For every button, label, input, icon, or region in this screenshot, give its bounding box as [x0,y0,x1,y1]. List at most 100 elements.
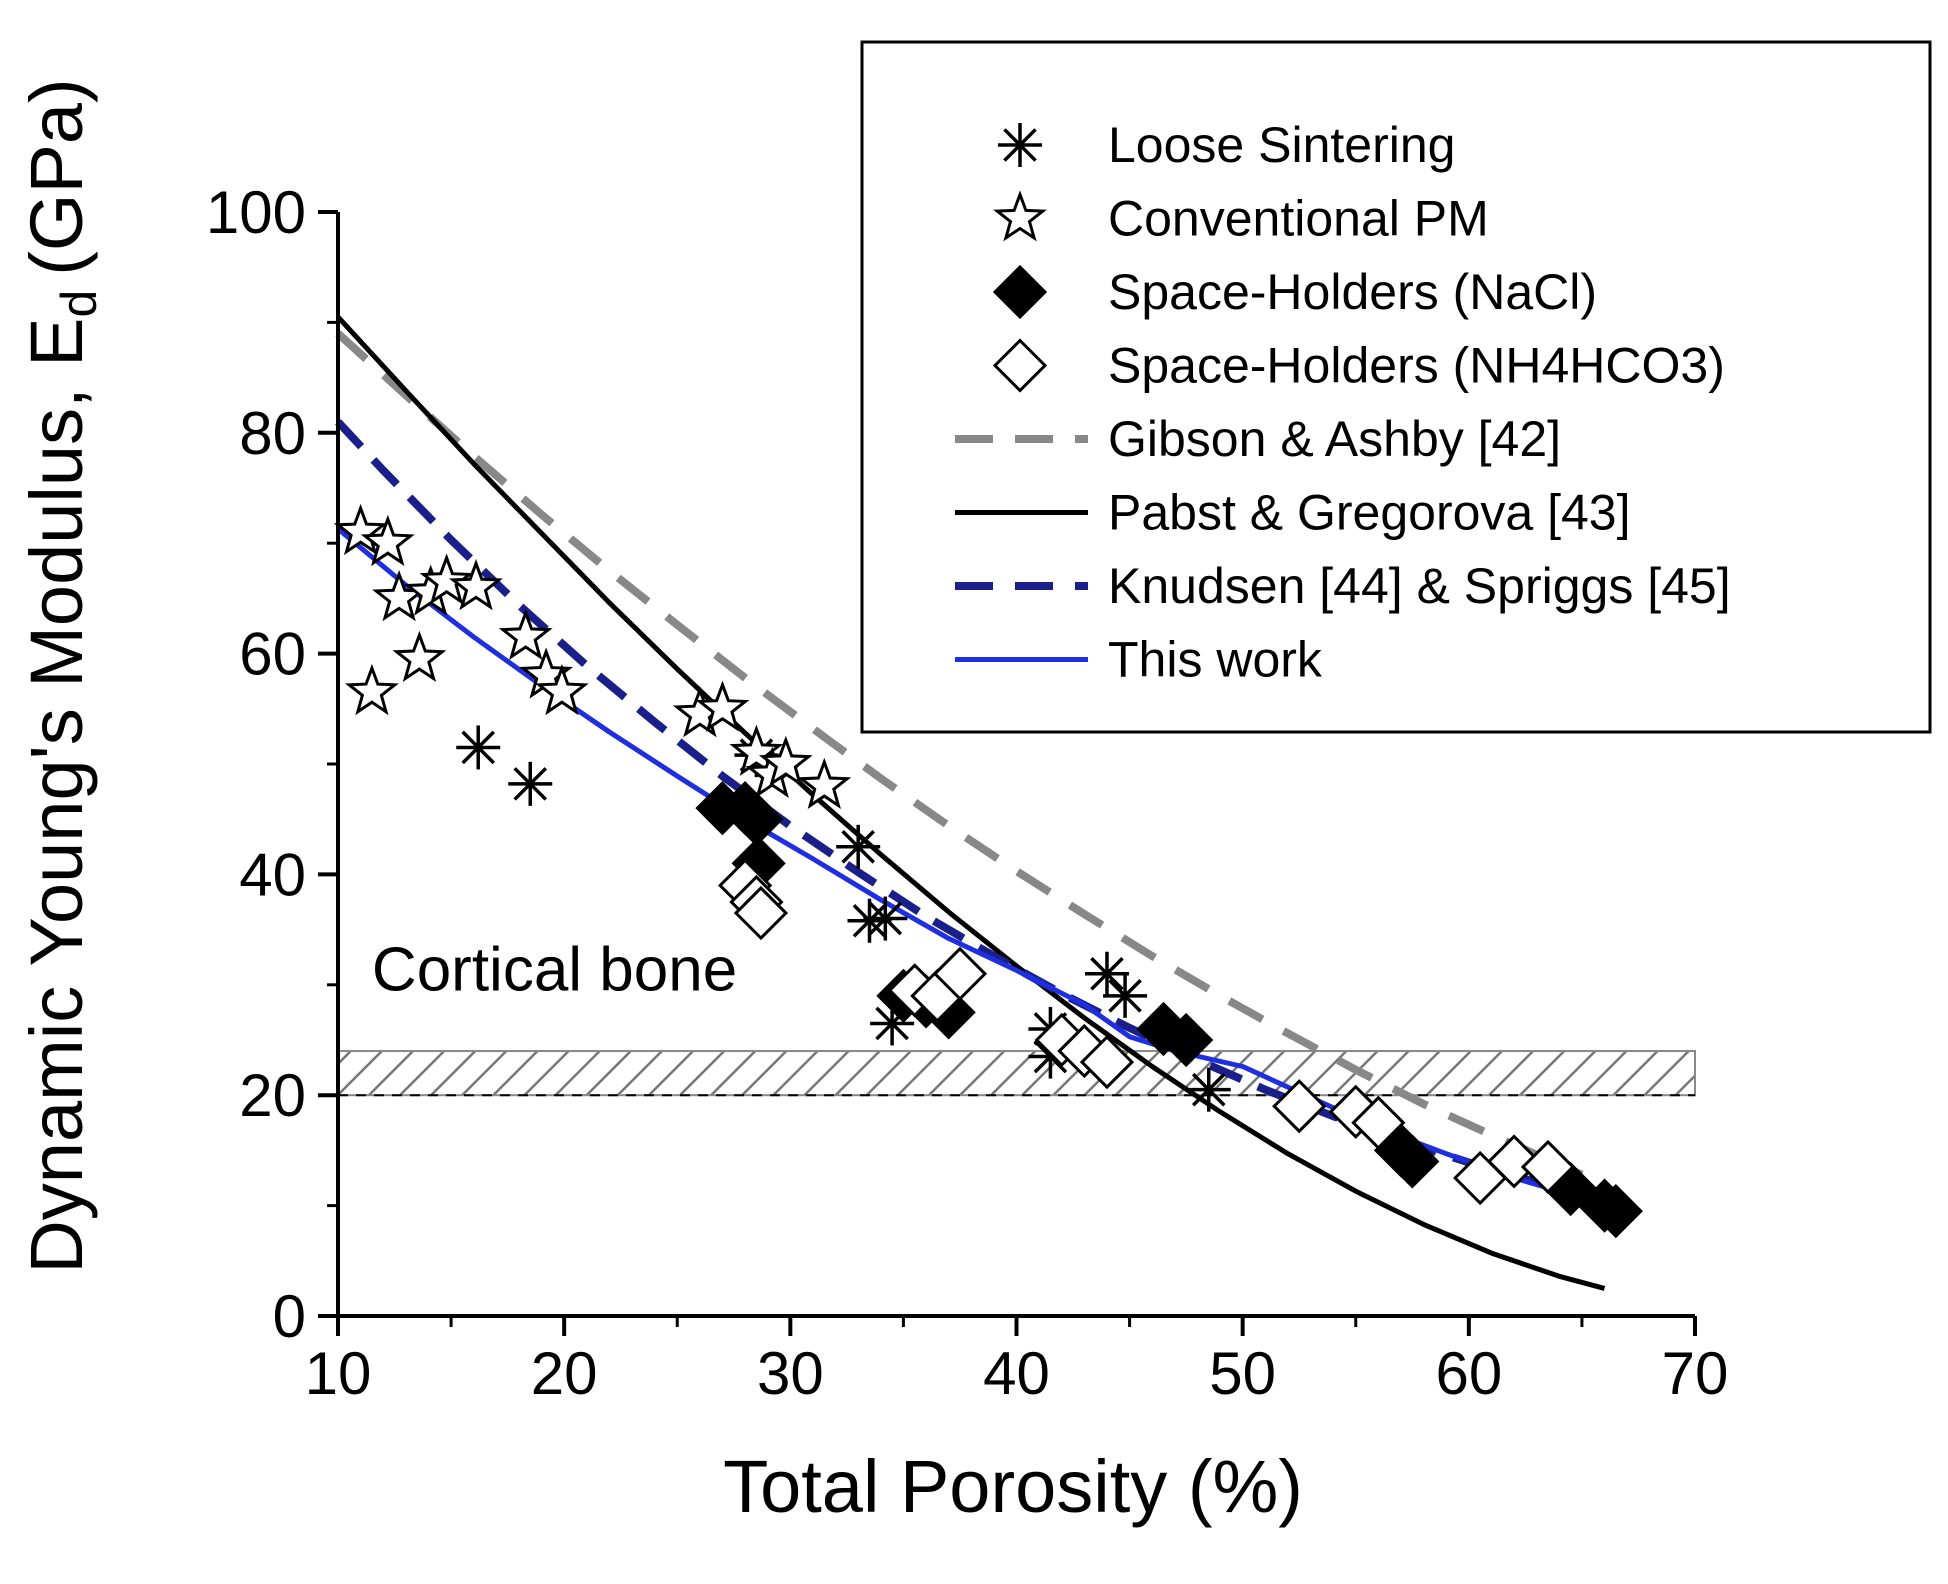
star-shape [758,735,813,787]
point-space-holders-nh4hco3 [1351,1095,1406,1150]
point-loose-sintering [836,824,881,869]
legend-item-gibson-ashby-42: Gibson & Ashby [42] [955,411,1561,467]
y-axis-ticks: 0 20 40 60 80 100 [206,179,338,1350]
line-knudsen-44-spriggs-45 [335,419,1606,1204]
point-conventional-pm [372,570,427,622]
point-conventional-pm [729,724,784,776]
line-gibson-ashby-42 [335,330,1584,1179]
star-shape [729,724,784,776]
point-space-holders-nh4hco3 [1520,1139,1576,1195]
asterisk-stroke [868,901,903,936]
scatter-points [333,503,1643,1239]
asterisk-stroke [461,730,496,765]
point-space-holders-nacl [1588,1183,1643,1239]
svg-text:Dynamic Young's Modulus, Ed(GP: Dynamic Young's Modulus, Ed (GPa) [15,78,107,1273]
y-tick-label: 0 [273,1283,306,1350]
star-shape [695,680,750,732]
point-conventional-pm [534,663,589,716]
x-tick-label: 70 [1662,1340,1729,1407]
point-conventional-pm [360,514,415,567]
star-shape [419,553,474,605]
legend-label: Pabst & Gregorova [43] [1108,485,1631,541]
star-shape [534,663,589,716]
legend: Loose Sintering Conventional PM Space-Hold… [860,40,1932,734]
legend-label: Gibson & Ashby [42] [1108,411,1561,467]
legend-swatch-marker [992,338,1048,393]
asterisk-stroke [1090,956,1124,991]
diamond-shape [932,946,988,1001]
diamond-shape [1351,1095,1406,1150]
asterisk-stroke [841,830,875,864]
legend-swatch-marker [992,264,1048,320]
star-shape [333,503,388,556]
diamond-shape [992,338,1048,393]
star-shape [372,570,427,622]
star-shape [448,559,503,611]
point-conventional-pm [344,663,399,716]
legend-label: Space-Holders (NaCl) [1108,264,1597,320]
legend-item-space-holders-nh4hco3: Space-Holders (NH4HCO3) [992,338,1725,394]
point-conventional-pm [392,630,447,683]
point-conventional-pm [419,553,474,605]
y-axis-title-main: Dynamic Young's Modulus, E [15,318,98,1274]
point-space-holders-nh4hco3 [1486,1134,1542,1189]
x-axis-ticks: 10 20 30 40 50 60 70 [305,1316,1729,1407]
legend-label: Knudsen [44] & Spriggs [45] [1108,558,1731,614]
point-space-holders-nh4hco3 [932,946,988,1001]
diamond-shape [992,264,1048,320]
diamond-shape [1486,1134,1542,1189]
point-space-holders-nacl [1385,1134,1440,1189]
diamond-shape [1079,1034,1135,1090]
point-conventional-pm [333,503,388,556]
x-tick-label: 60 [1435,1340,1502,1407]
x-tick-label: 30 [757,1340,824,1407]
star-shape [993,190,1047,242]
star-shape [392,630,447,683]
legend-item-pabst-gregorova-43: Pabst & Gregorova [43] [955,485,1631,541]
star-shape [344,663,399,716]
point-loose-sintering [1186,1067,1231,1112]
point-loose-sintering [1103,973,1148,1018]
asterisk-stroke [1108,979,1142,1013]
y-axis-title: Dynamic Young's Modulus, Ed (GPa) [15,78,107,1273]
y-axis-title-subscript: d [51,290,107,318]
y-tick-label: 100 [206,179,306,246]
axes: 10 20 30 40 50 60 70 0 20 40 60 80 100 [206,179,1728,1407]
star-shape [360,514,415,567]
point-conventional-pm [797,757,852,810]
point-space-holders-nh4hco3 [1079,1034,1135,1090]
legend-item-knudsen-44-spriggs-45: Knudsen [44] & Spriggs [45] [955,558,1731,614]
legend-label: Conventional PM [1108,191,1489,247]
legend-label: This work [1108,632,1323,688]
y-tick-label: 40 [239,841,306,908]
x-tick-label: 10 [305,1340,372,1407]
x-axis-title: Total Porosity (%) [723,1445,1303,1528]
legend-frame [860,40,1932,734]
asterisk-stroke [852,903,887,938]
legend-swatch-marker [993,190,1047,242]
asterisk-stroke [1191,1072,1226,1107]
diamond-shape [1520,1139,1576,1195]
x-tick-label: 40 [983,1340,1050,1407]
cortical-bone-band [337,1050,1696,1097]
point-space-holders-nh4hco3 [733,885,789,941]
x-tick-label: 20 [531,1340,598,1407]
legend-item-conventional-pm: Conventional PM [993,190,1489,247]
cortical-bone-label: Cortical bone [372,935,737,1004]
point-space-holders-nh4hco3 [1272,1079,1327,1134]
asterisk-stroke [513,767,548,801]
point-conventional-pm [498,608,553,661]
point-conventional-pm [758,735,813,787]
diamond-shape [1385,1134,1440,1189]
y-tick-label: 80 [239,400,306,467]
legend-item-this-work: This work [955,632,1323,688]
star-shape [498,608,553,661]
point-conventional-pm [448,559,503,611]
y-axis-title-unit: (GPa) [15,78,98,275]
asterisk-stroke [1003,128,1037,162]
legend-label: Loose Sintering [1108,117,1455,173]
diamond-shape [733,885,789,941]
point-loose-sintering [508,761,553,806]
diamond-shape [1159,1012,1214,1068]
